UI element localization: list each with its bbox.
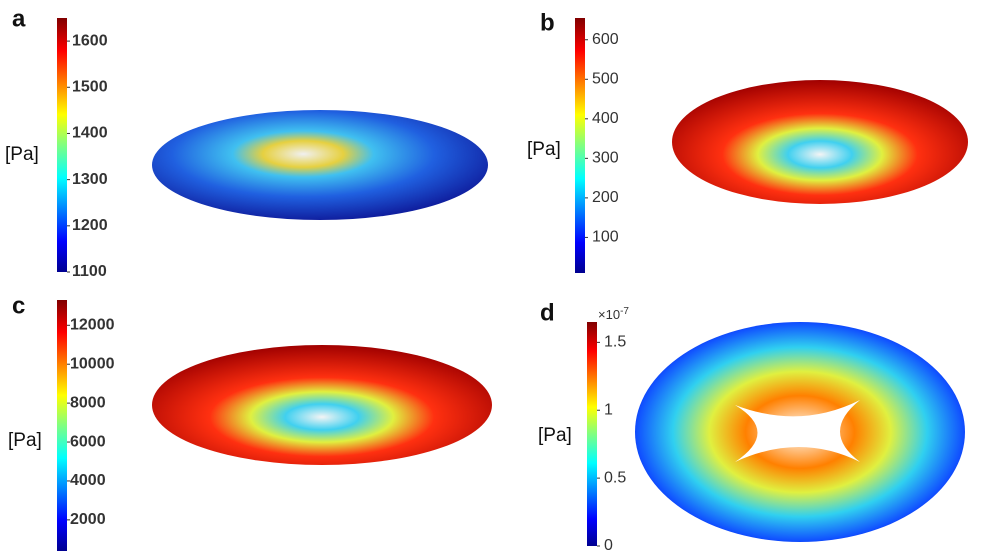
tick-label: 1200 <box>72 217 108 234</box>
tick-label: 1 <box>604 401 613 418</box>
tick-label: 6000 <box>70 433 106 450</box>
tick-label: 100 <box>592 229 619 246</box>
tick-label: 10000 <box>70 355 115 372</box>
figure: a[Pa]110012001300140015001600b[Pa]100200… <box>0 0 999 553</box>
scale-base: ×10 <box>598 307 620 322</box>
unit-label: [Pa] <box>527 139 561 160</box>
scale-label: ×10-7 <box>598 306 629 323</box>
tick-label: 0 <box>604 537 613 553</box>
tick-label: 1300 <box>72 171 108 188</box>
panel-label: c <box>12 292 25 319</box>
colorbar <box>57 18 67 272</box>
tick-label: 0.5 <box>604 469 626 486</box>
brain-b <box>672 80 968 204</box>
colorbar <box>575 18 585 273</box>
panel-label: b <box>540 9 555 36</box>
tick-label: 200 <box>592 189 619 206</box>
unit-label: [Pa] <box>8 430 42 451</box>
panel-label: d <box>540 299 555 326</box>
panel-label: a <box>12 5 26 32</box>
tick-label: 400 <box>592 110 619 127</box>
scale-exponent: -7 <box>620 306 629 317</box>
tick-label: 600 <box>592 31 619 48</box>
tick-label: 12000 <box>70 317 115 334</box>
tick-label: 1100 <box>72 263 107 280</box>
tick-label: 1.5 <box>604 334 626 351</box>
tick-label: 500 <box>592 70 619 87</box>
tick-label: 8000 <box>70 394 106 411</box>
tick-label: 4000 <box>70 472 106 489</box>
tick-label: 1400 <box>72 125 108 142</box>
brain-c <box>152 345 492 465</box>
colorbar <box>57 300 67 551</box>
tick-label: 1600 <box>72 32 108 49</box>
colorbar <box>587 322 597 546</box>
tick-label: 1500 <box>72 78 108 95</box>
panels: a[Pa]110012001300140015001600b[Pa]100200… <box>5 5 629 553</box>
brain-a <box>152 110 488 220</box>
unit-label: [Pa] <box>538 425 572 446</box>
unit-label: [Pa] <box>5 144 39 165</box>
tick-label: 2000 <box>70 511 106 528</box>
tick-label: 300 <box>592 150 619 167</box>
